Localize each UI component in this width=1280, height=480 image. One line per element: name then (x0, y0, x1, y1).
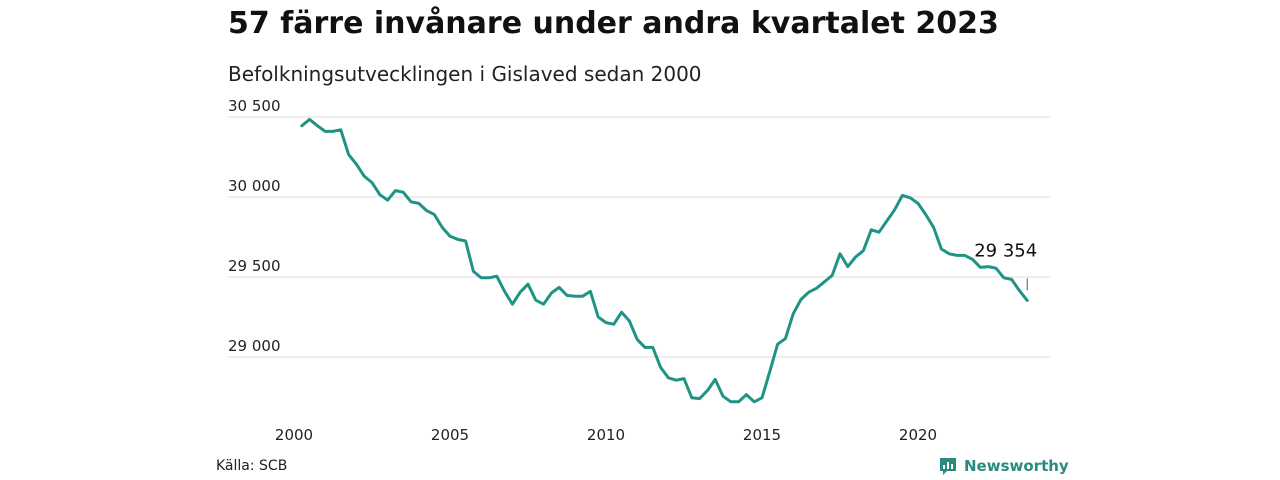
annotation-label: 29 354 (974, 240, 1037, 261)
y-axis-ticks: 29 000 29 500 30 000 30 500 (228, 97, 281, 355)
newsworthy-logo-icon (940, 458, 956, 475)
y-tick-label: 30 000 (228, 177, 281, 195)
brand-name: Newsworthy (964, 457, 1069, 475)
page-subtitle: Befolkningsutvecklingen i Gislaved sedan… (228, 62, 702, 86)
x-tick-label: 2005 (431, 426, 469, 444)
x-axis-ticks: 2000 2005 2010 2015 2020 (275, 426, 937, 444)
annotation-group: 29 354 (974, 240, 1037, 291)
plot-area (300, 117, 1029, 404)
series-line (300, 117, 1029, 404)
x-tick-label: 2010 (587, 426, 625, 444)
grid-lines (228, 116, 1050, 358)
page-title: 57 färre invånare under andra kvartalet … (228, 6, 999, 41)
y-tick-label: 30 500 (228, 97, 281, 115)
x-tick-label: 2000 (275, 426, 313, 444)
source-note: Källa: SCB (216, 458, 288, 474)
y-tick-label: 29 000 (228, 337, 281, 355)
y-tick-label: 29 500 (228, 257, 281, 275)
x-tick-label: 2015 (743, 426, 781, 444)
brand-logo: Newsworthy (938, 456, 1069, 476)
x-tick-label: 2020 (899, 426, 937, 444)
